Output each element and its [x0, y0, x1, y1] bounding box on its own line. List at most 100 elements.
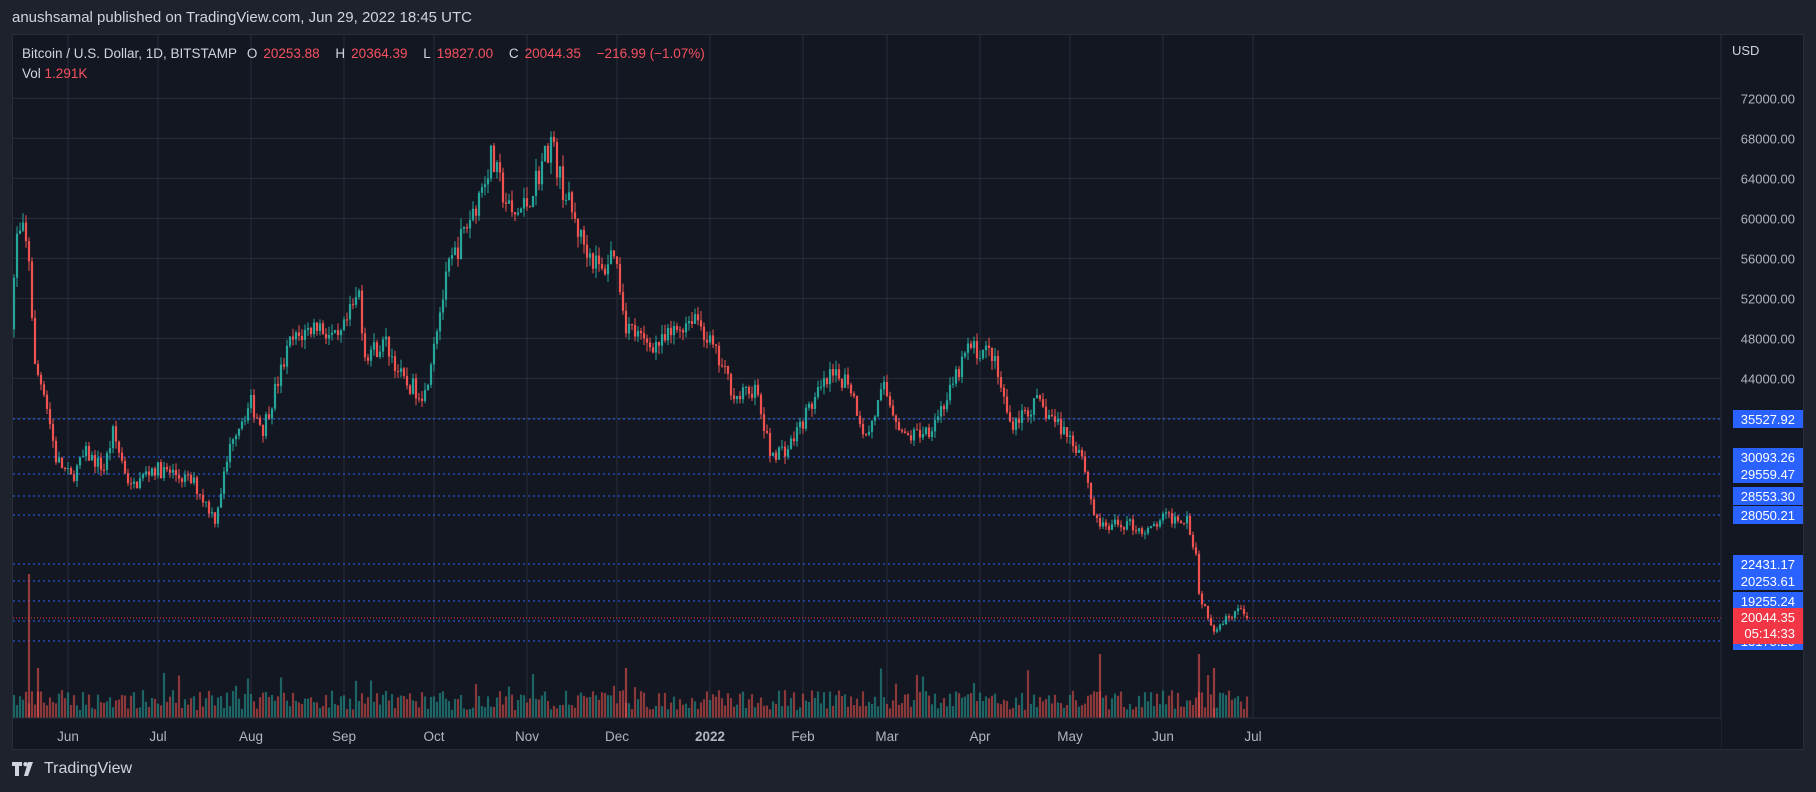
candle-body	[330, 332, 334, 335]
volume-bar	[117, 699, 121, 718]
volume-bar	[120, 694, 124, 718]
volume-bar	[1029, 703, 1033, 718]
volume-bar	[249, 693, 253, 718]
volume-bar	[804, 700, 808, 718]
candle-body	[90, 455, 94, 461]
candle-body	[258, 417, 262, 425]
candle-body	[1185, 515, 1189, 524]
volume-bar	[162, 672, 166, 718]
candle-body	[1146, 527, 1150, 534]
candle-body	[489, 145, 493, 179]
x-tick-label: Jun	[1152, 729, 1174, 744]
volume-bar	[522, 695, 526, 718]
candle-body	[1236, 608, 1240, 612]
tradingview-footer[interactable]: TradingView	[12, 760, 132, 778]
volume-bar	[678, 699, 682, 718]
volume-label[interactable]: Vol	[22, 66, 41, 81]
candle-body	[372, 342, 376, 350]
candle-body	[486, 178, 490, 185]
candle-body	[435, 331, 439, 344]
candle-body	[237, 428, 241, 436]
candle-body	[225, 461, 229, 472]
candle-body	[1005, 396, 1009, 413]
candle-body	[1239, 608, 1243, 610]
level-badge-4	[1733, 506, 1803, 524]
volume-bar	[420, 692, 424, 718]
volume-bar	[87, 694, 91, 718]
volume-bar	[246, 678, 250, 718]
volume-bar	[876, 706, 880, 718]
volume-bar	[576, 695, 580, 718]
candle-body	[1149, 526, 1153, 528]
volume-bar	[1179, 706, 1183, 718]
candle-body	[708, 335, 712, 343]
volume-bar	[792, 692, 796, 718]
volume-bar	[1122, 707, 1126, 718]
volume-bar	[1140, 707, 1144, 718]
volume-bar	[414, 701, 418, 718]
candle-body	[627, 323, 631, 334]
candle-body	[849, 384, 853, 394]
candle-body	[1065, 427, 1069, 437]
volume-bar	[798, 707, 802, 718]
volume-bar	[261, 692, 265, 718]
candle-body	[387, 336, 391, 357]
volume-bar	[969, 693, 973, 718]
y-tick-label: 68000.00	[1741, 131, 1795, 146]
candle-body	[240, 421, 244, 429]
volume-bar	[666, 709, 670, 718]
candle-body	[480, 187, 484, 193]
volume-bar	[927, 695, 931, 718]
volume-bar	[453, 698, 457, 718]
candle-body	[129, 483, 133, 485]
volume-bar	[741, 691, 745, 718]
candle-body	[147, 471, 151, 476]
volume-spike-1	[36, 668, 40, 718]
x-tick-label: Nov	[515, 729, 539, 744]
candle-body	[1092, 499, 1096, 515]
candle-body	[768, 432, 772, 456]
candle-body	[816, 387, 820, 398]
candle-body	[1080, 449, 1084, 457]
y-tick-label: 52000.00	[1741, 291, 1795, 306]
volume-bar	[423, 696, 427, 718]
volume-bar	[54, 703, 58, 718]
volume-bar	[810, 690, 814, 718]
volume-bar	[825, 708, 829, 718]
volume-bar	[63, 698, 67, 718]
symbol-title[interactable]: Bitcoin / U.S. Dollar, 1D, BITSTAMP	[22, 46, 238, 61]
candle-body	[966, 343, 970, 353]
candle-body	[975, 341, 979, 359]
candle-body	[912, 429, 916, 441]
candle-body	[1218, 624, 1222, 630]
volume-bar	[1164, 704, 1168, 718]
candle-body	[1125, 521, 1129, 530]
candle-body	[1023, 410, 1027, 412]
candle-body	[393, 356, 397, 372]
open-value: 20253.88	[263, 46, 320, 61]
candle-body	[1113, 519, 1117, 525]
candle-body	[996, 355, 1000, 378]
candle-body	[648, 342, 652, 348]
volume-bar	[852, 705, 856, 718]
candle-body	[111, 426, 115, 449]
volume-bar	[291, 692, 295, 718]
volume-bar	[693, 701, 697, 718]
volume-bar	[366, 697, 370, 718]
volume-bar	[492, 706, 496, 718]
volume-bar	[363, 703, 367, 718]
candle-body	[432, 343, 436, 365]
volume-bar	[660, 706, 664, 718]
chart-panel[interactable]: USD 72000.00 68000.00 64000.00 60000.00 56000…	[12, 34, 1804, 750]
volume-bar	[267, 697, 271, 718]
candle-body	[1122, 527, 1126, 530]
volume-bar	[1014, 697, 1018, 718]
volume-bar	[528, 698, 532, 718]
candle-body	[282, 364, 286, 367]
candle-body	[291, 336, 295, 340]
volume-bar	[1059, 703, 1063, 718]
volume-bar	[507, 686, 511, 718]
volume-bar	[264, 691, 268, 718]
volume-bar	[39, 691, 43, 718]
price-chart[interactable]: USD 72000.00 68000.00 64000.00 60000.00 56000…	[13, 35, 1803, 749]
